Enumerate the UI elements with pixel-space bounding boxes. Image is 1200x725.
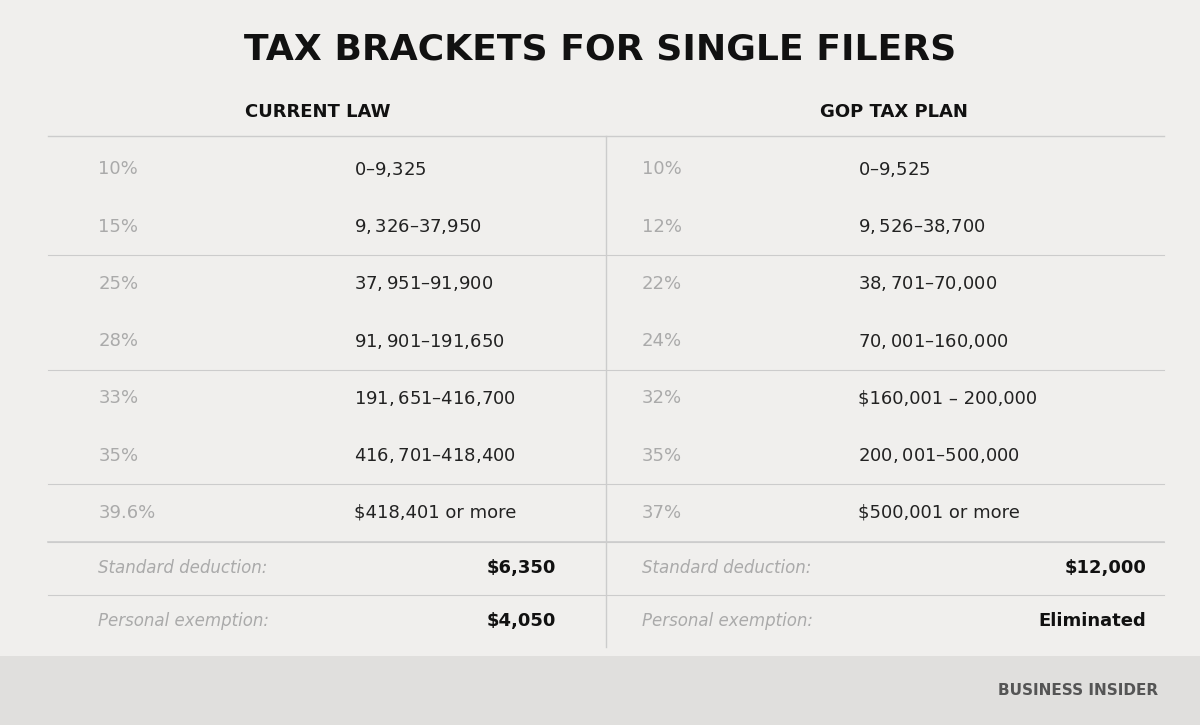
Text: 37%: 37% (642, 504, 682, 522)
Text: TAX BRACKETS FOR SINGLE FILERS: TAX BRACKETS FOR SINGLE FILERS (244, 33, 956, 67)
Text: $6,350: $6,350 (486, 559, 556, 577)
Text: CURRENT LAW: CURRENT LAW (245, 104, 391, 121)
Text: $416,701 – $418,400: $416,701 – $418,400 (354, 446, 516, 465)
Text: $200,001 – $500,000: $200,001 – $500,000 (858, 446, 1020, 465)
Text: 15%: 15% (98, 218, 138, 236)
Text: 39.6%: 39.6% (98, 504, 156, 522)
Text: $38,701 – $70,000: $38,701 – $70,000 (858, 274, 997, 294)
Text: 35%: 35% (98, 447, 138, 465)
FancyBboxPatch shape (0, 656, 1200, 725)
Text: $500,001 or more: $500,001 or more (858, 504, 1020, 522)
Text: Eliminated: Eliminated (1038, 612, 1146, 630)
Text: $37,951 – $91,900: $37,951 – $91,900 (354, 274, 493, 294)
Text: $91,901 – $191,650: $91,901 – $191,650 (354, 331, 504, 351)
Text: $9,526 – $38,700: $9,526 – $38,700 (858, 217, 985, 236)
Text: Standard deduction:: Standard deduction: (98, 559, 268, 577)
Text: $12,000: $12,000 (1064, 559, 1146, 577)
Text: 12%: 12% (642, 218, 682, 236)
Text: 35%: 35% (642, 447, 682, 465)
Text: Personal exemption:: Personal exemption: (642, 612, 814, 630)
Text: 25%: 25% (98, 275, 138, 293)
Text: Standard deduction:: Standard deduction: (642, 559, 811, 577)
Text: $418,401 or more: $418,401 or more (354, 504, 516, 522)
Text: $70,001 – $160,000: $70,001 – $160,000 (858, 331, 1008, 351)
Text: 33%: 33% (98, 389, 138, 407)
Text: $160,001 – 200,000: $160,001 – 200,000 (858, 389, 1037, 407)
Text: 28%: 28% (98, 332, 138, 350)
Text: BUSINESS INSIDER: BUSINESS INSIDER (998, 683, 1158, 698)
Text: 10%: 10% (642, 160, 682, 178)
Text: 22%: 22% (642, 275, 682, 293)
Text: 10%: 10% (98, 160, 138, 178)
Text: $9,326 – $37,950: $9,326 – $37,950 (354, 217, 481, 236)
Text: $0 – $9,525: $0 – $9,525 (858, 160, 930, 179)
Text: $191,651 – $416,700: $191,651 – $416,700 (354, 389, 516, 408)
Text: GOP TAX PLAN: GOP TAX PLAN (820, 104, 968, 121)
Text: 24%: 24% (642, 332, 682, 350)
Text: Personal exemption:: Personal exemption: (98, 612, 269, 630)
Text: 32%: 32% (642, 389, 682, 407)
Text: $4,050: $4,050 (486, 612, 556, 630)
Text: $0 – $9,325: $0 – $9,325 (354, 160, 426, 179)
